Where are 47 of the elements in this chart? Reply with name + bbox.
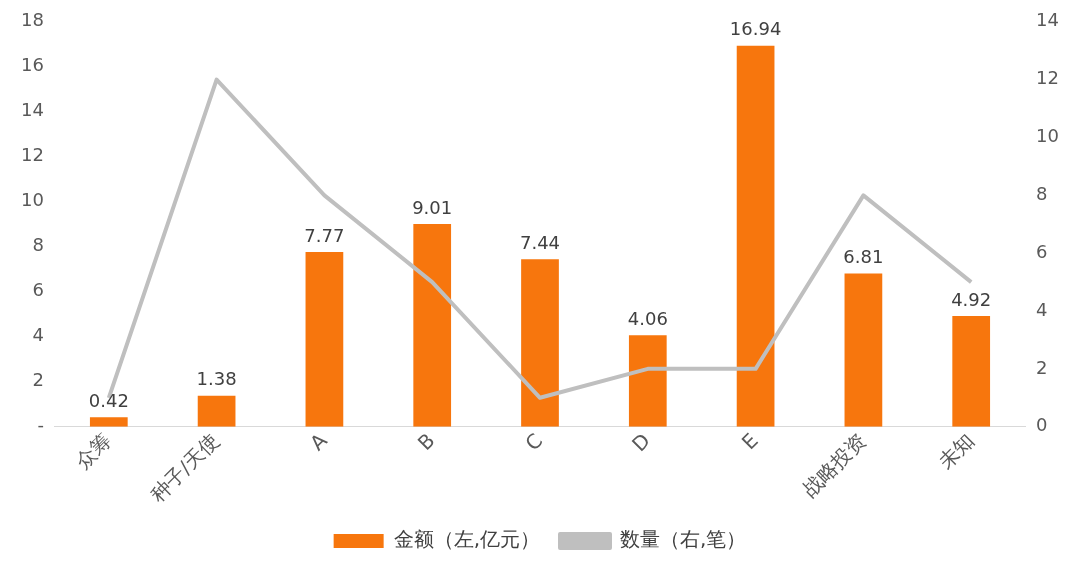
data-label: 7.77 bbox=[304, 224, 345, 246]
y-tick-label: - bbox=[37, 414, 44, 436]
y-tick-label: 2 bbox=[32, 369, 44, 391]
bar bbox=[952, 316, 991, 427]
bar bbox=[89, 417, 128, 427]
bar bbox=[413, 224, 452, 427]
y-tick-label: 12 bbox=[21, 144, 44, 166]
data-label: 4.06 bbox=[627, 308, 668, 330]
data-label: 4.92 bbox=[951, 288, 992, 310]
y2-tick-label: 6 bbox=[1036, 240, 1048, 262]
legend-label: 金额（左,亿元） bbox=[393, 527, 540, 552]
data-label: 1.38 bbox=[196, 368, 237, 390]
y2-tick-label: 10 bbox=[1036, 125, 1059, 147]
y-tick-label: 18 bbox=[21, 9, 44, 31]
x-tick-label: A bbox=[304, 428, 332, 456]
x-tick-label: 未知 bbox=[933, 428, 979, 474]
x-tick-label: 战略投资 bbox=[797, 428, 871, 502]
data-label: 0.42 bbox=[88, 389, 129, 411]
y2-tick-label: 0 bbox=[1036, 414, 1048, 436]
bar bbox=[197, 395, 236, 427]
y2-tick-label: 2 bbox=[1036, 356, 1048, 378]
x-tick-label: E bbox=[736, 428, 763, 455]
y-tick-label: 6 bbox=[32, 279, 44, 301]
x-tick-label: D bbox=[627, 428, 656, 457]
x-tick-label: C bbox=[520, 428, 548, 456]
bar bbox=[628, 335, 667, 427]
y-tick-label: 16 bbox=[21, 54, 44, 76]
y-tick-label: 4 bbox=[32, 324, 44, 346]
y-tick-label: 8 bbox=[32, 234, 44, 256]
x-tick-label: B bbox=[412, 428, 440, 456]
data-label: 16.94 bbox=[729, 18, 782, 40]
bar bbox=[305, 251, 344, 427]
y2-tick-label: 8 bbox=[1036, 183, 1048, 204]
y-tick-label: 14 bbox=[21, 99, 44, 121]
x-tick-label: 种子/天使 bbox=[145, 428, 224, 507]
bar bbox=[736, 45, 775, 427]
bar bbox=[844, 273, 883, 427]
x-tick-label: 众筹 bbox=[70, 428, 117, 474]
y2-tick-label: 12 bbox=[1036, 67, 1059, 89]
y2-tick-label: 4 bbox=[1036, 298, 1048, 320]
data-label: 7.44 bbox=[519, 232, 561, 254]
y-tick-label: 10 bbox=[21, 189, 44, 211]
legend-label: 数量（右,笔） bbox=[620, 527, 747, 552]
bar bbox=[521, 259, 559, 427]
data-label: 9.01 bbox=[412, 196, 453, 218]
data-label: 6.81 bbox=[843, 246, 884, 268]
y2-tick-label: 14 bbox=[1036, 9, 1059, 31]
